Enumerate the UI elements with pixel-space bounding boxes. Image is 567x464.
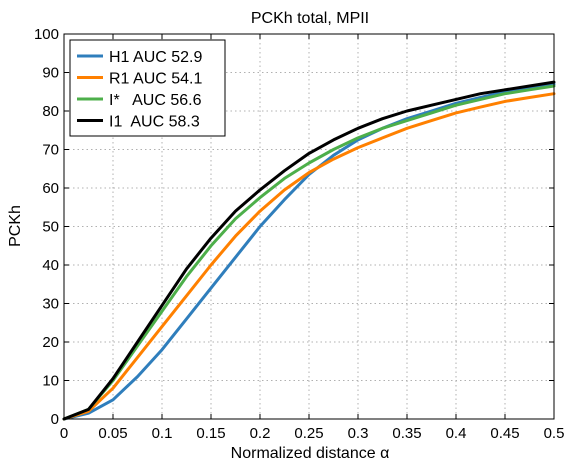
y-tick-label: 60 [42,180,59,197]
x-tick-label: 0 [60,425,68,442]
x-tick-label: 0.1 [152,425,173,442]
x-tick-label: 0.2 [250,425,271,442]
axis-ticks [63,33,555,420]
legend-entry-label: H1 AUC 52.9 [109,49,202,66]
x-axis-label: Normalized distance α [231,445,390,462]
y-tick-label: 30 [42,296,59,313]
y-tick-label: 70 [42,142,59,159]
x-tick-labels: 0 0.05 0.1 0.15 0.2 0.25 0.3 0.35 0.4 0.45 0.5 [60,425,565,442]
chart-title: PCKh total, MPII [251,10,369,27]
x-tick-label: 0.45 [490,425,519,442]
y-axis-label: PCKh [7,205,24,247]
series-lines [62,80,556,421]
x-tick-label: 0.3 [348,425,369,442]
x-tick-label: 0.35 [392,425,421,442]
y-tick-label: 100 [34,26,59,43]
x-tick-label: 0.5 [544,425,565,442]
x-tick-label: 0.15 [196,425,225,442]
series-line-h1 [62,82,556,421]
series-line-r1 [62,92,556,421]
legend-entry-label: R1 AUC 54.1 [109,71,202,88]
legend-entry-label: I* AUC 56.6 [109,92,202,109]
y-tick-label: 20 [42,334,59,351]
y-tick-label: 90 [42,65,59,82]
x-tick-label: 0.05 [98,425,127,442]
x-tick-label: 0.25 [294,425,323,442]
y-tick-label: 50 [42,219,59,236]
y-tick-label: 0 [51,411,59,428]
legend: H1 AUC 52.9 R1 AUC 54.1 I* AUC 56.6 I1 AUC … [69,39,226,137]
y-tick-label: 10 [42,373,59,390]
legend-entry-label: I1 AUC 58.3 [109,114,200,131]
series-line-i1 [62,80,556,421]
y-tick-label: 80 [42,103,59,120]
y-tick-labels: 0 10 20 30 40 50 60 70 80 90 100 [34,26,59,428]
series-line-istar [62,84,556,421]
x-tick-label: 0.4 [446,425,467,442]
y-tick-label: 40 [42,257,59,274]
